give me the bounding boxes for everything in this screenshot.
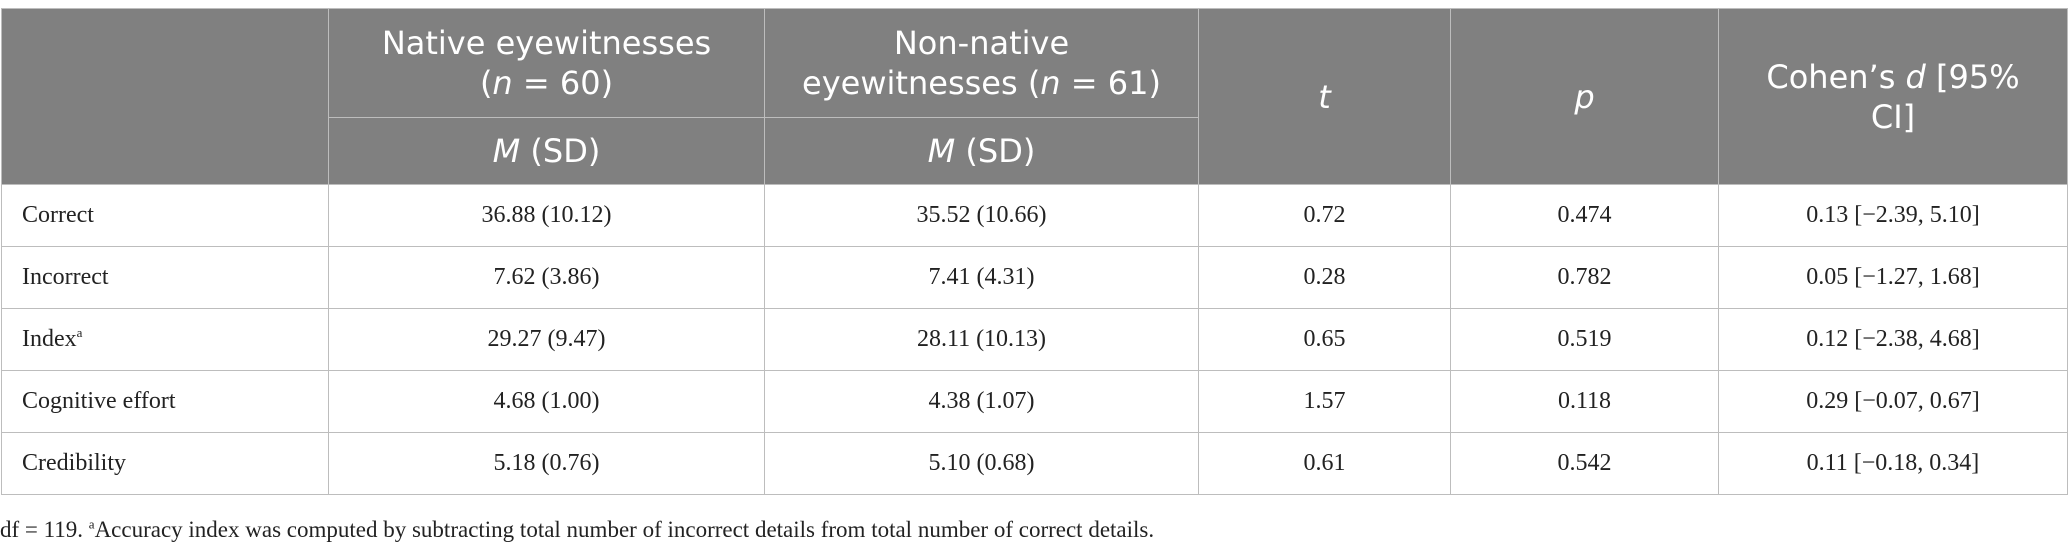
header-native-eyewitnesses: Native eyewitnesses (n = 60): [328, 8, 765, 118]
footnote-text: Accuracy index was computed by subtracti…: [94, 517, 1155, 542]
footnote-superscript: a: [88, 516, 95, 532]
header-t-label: t: [1318, 77, 1331, 116]
subheader-native-m: M: [492, 132, 521, 170]
row-label-superscript: a: [76, 325, 83, 340]
header-row-label-cell: [1, 8, 329, 185]
header-d-italic: d: [1905, 57, 1926, 96]
cell-nonnative: 4.38 (1.07): [764, 370, 1199, 433]
header-d-suffix: [95%: [1925, 57, 2020, 96]
cell-nonnative: 7.41 (4.31): [764, 246, 1199, 309]
cell-cohens-d: 0.29 [−0.07, 0.67]: [1718, 370, 2068, 433]
header-cohens-d: Cohen’s d [95% CI]: [1718, 8, 2068, 185]
cell-native: 7.62 (3.86): [328, 246, 765, 309]
row-label-text: Index: [22, 326, 77, 352]
cell-p: 0.519: [1450, 308, 1719, 371]
table-row: Cognitive effort 4.68 (1.00) 4.38 (1.07)…: [1, 370, 2068, 433]
cell-t: 0.72: [1198, 184, 1451, 247]
table-row: Indexa 29.27 (9.47) 28.11 (10.13) 0.65 0…: [1, 308, 2068, 371]
header-row: Native eyewitnesses (n = 60) Non-native ey…: [1, 8, 2068, 185]
cell-cohens-d: 0.05 [−1.27, 1.68]: [1718, 246, 2068, 309]
subheader-native-sd: (SD): [520, 132, 601, 170]
cell-native: 29.27 (9.47): [328, 308, 765, 371]
header-native-n-label: n: [492, 64, 513, 102]
cell-nonnative: 35.52 (10.66): [764, 184, 1199, 247]
row-label-text: Cognitive effort: [22, 388, 176, 414]
header-nonnative-n-label: n: [1040, 64, 1061, 102]
subheader-native-m-sd: M (SD): [328, 117, 765, 185]
header-nonnative-line1: Non-native: [893, 24, 1070, 62]
header-native-line1: Native eyewitnesses: [381, 24, 712, 62]
header-p: p: [1450, 8, 1719, 185]
table-footnote: df = 119. aAccuracy index was computed b…: [0, 517, 1154, 543]
cell-native: 36.88 (10.12): [328, 184, 765, 247]
cell-native: 5.18 (0.76): [328, 432, 765, 495]
row-label: Indexa: [1, 308, 329, 371]
cell-native: 4.68 (1.00): [328, 370, 765, 433]
header-t: t: [1198, 8, 1451, 185]
row-label: Credibility: [1, 432, 329, 495]
table-row: Credibility 5.18 (0.76) 5.10 (0.68) 0.61…: [1, 432, 2068, 495]
row-label: Incorrect: [1, 246, 329, 309]
cell-cohens-d: 0.13 [−2.39, 5.10]: [1718, 184, 2068, 247]
row-label-text: Credibility: [22, 450, 126, 476]
row-label-text: Correct: [22, 202, 94, 228]
header-p-label: p: [1574, 77, 1595, 116]
cell-t: 0.65: [1198, 308, 1451, 371]
results-table-container: Native eyewitnesses (n = 60) Non-native ey…: [0, 8, 2068, 495]
header-d-prefix: Cohen’s: [1766, 57, 1906, 96]
table-row: Correct 36.88 (10.12) 35.52 (10.66) 0.72…: [1, 184, 2068, 247]
subheader-nonnative-m-sd: M (SD): [764, 117, 1199, 185]
cell-t: 0.28: [1198, 246, 1451, 309]
cell-p: 0.542: [1450, 432, 1719, 495]
cell-p: 0.118: [1450, 370, 1719, 433]
header-nonnative-n-value: = 61): [1060, 64, 1161, 102]
footnote-df: df = 119.: [0, 517, 89, 542]
cell-t: 0.61: [1198, 432, 1451, 495]
header-native-n-value: = 60): [512, 64, 614, 102]
subheader-nonnative-sd: (SD): [955, 132, 1036, 170]
cell-p: 0.782: [1450, 246, 1719, 309]
cell-t: 1.57: [1198, 370, 1451, 433]
cell-nonnative: 5.10 (0.68): [764, 432, 1199, 495]
row-label-text: Incorrect: [22, 264, 109, 290]
subheader-nonnative-m: M: [927, 132, 956, 170]
row-label: Cognitive effort: [1, 370, 329, 433]
results-table: Native eyewitnesses (n = 60) Non-native ey…: [1, 8, 2068, 495]
subheader-row: M (SD) M (SD): [2, 117, 2068, 185]
cell-nonnative: 28.11 (10.13): [764, 308, 1199, 371]
header-nonnative-line2: eyewitnesses (: [802, 64, 1041, 102]
header-d-line2: CI]: [1870, 97, 1916, 136]
cell-cohens-d: 0.11 [−0.18, 0.34]: [1718, 432, 2068, 495]
table-row: Incorrect 7.62 (3.86) 7.41 (4.31) 0.28 0…: [1, 246, 2068, 309]
cell-cohens-d: 0.12 [−2.38, 4.68]: [1718, 308, 2068, 371]
row-label: Correct: [1, 184, 329, 247]
header-nonnative-eyewitnesses: Non-native eyewitnesses (n = 61): [764, 8, 1199, 118]
cell-p: 0.474: [1450, 184, 1719, 247]
